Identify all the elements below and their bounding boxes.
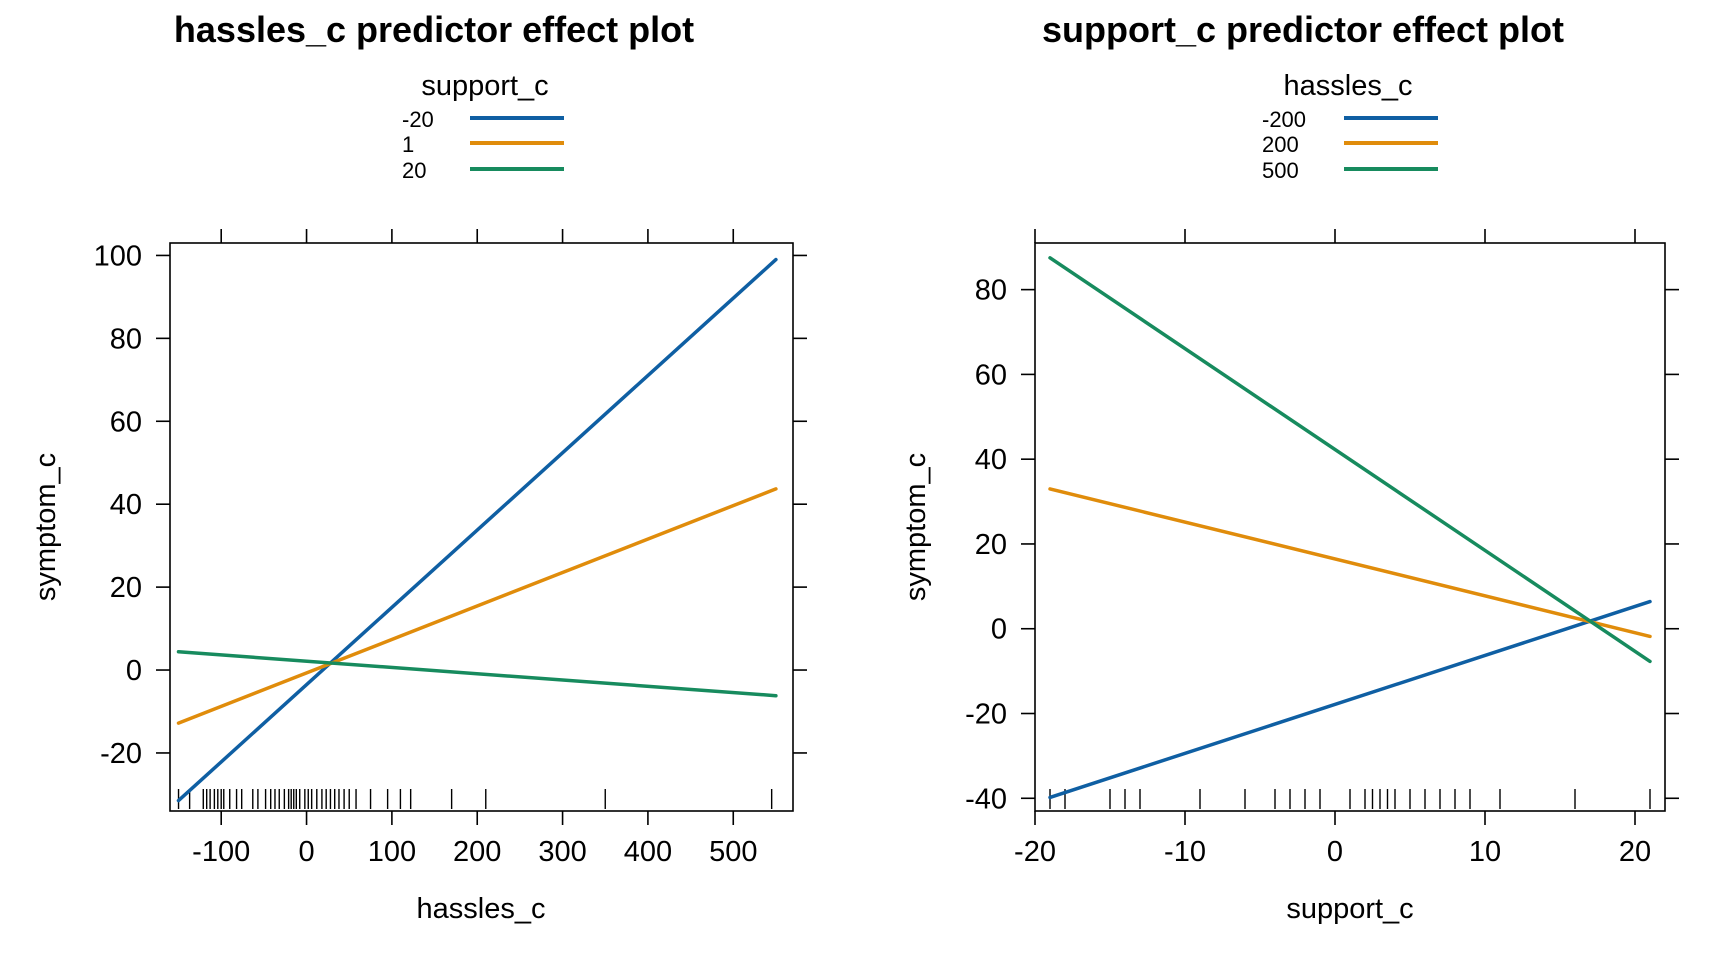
right-legend-label-2: 200	[1262, 132, 1299, 157]
left-x-axis: -100 0 100 200 300 400 500	[192, 229, 757, 868]
left-y-tick-label: 80	[110, 323, 142, 355]
right-series-line--200	[1048, 599, 1652, 800]
left-x-axis-label: hassles_c	[417, 893, 546, 925]
left-y-axis: -20 0 20 40 60 80 100	[94, 240, 807, 770]
left-y-tick-label: 40	[110, 489, 142, 521]
left-series	[176, 257, 778, 803]
right-series-line-500	[1048, 256, 1652, 664]
left-x-tick-label: 300	[538, 836, 586, 868]
left-series-line-1	[176, 487, 778, 725]
left-y-axis-label: symptom_c	[30, 453, 62, 601]
right-plot-frame	[1034, 242, 1666, 812]
right-y-tick-label: 80	[975, 275, 1007, 307]
right-legend-label-1: -200	[1262, 107, 1306, 132]
left-y-tick-label: 20	[110, 572, 142, 604]
right-x-axis: -20 -10 0 10 20	[1014, 229, 1651, 868]
left-x-tick-label: 200	[453, 836, 501, 868]
right-y-tick-label: -40	[965, 783, 1007, 815]
right-legend-label-3: 500	[1262, 158, 1299, 183]
left-y-tick-label: 100	[94, 240, 142, 272]
right-x-tick-label: -20	[1014, 836, 1056, 868]
left-y-tick-label: 0	[126, 655, 142, 687]
left-plot-frame	[169, 242, 794, 812]
left-x-tick-label: -100	[192, 836, 250, 868]
left-rug	[177, 789, 773, 809]
right-series-line-200	[1048, 487, 1652, 639]
right-y-tick-label: 40	[975, 444, 1007, 476]
right-x-axis-label: support_c	[1286, 893, 1413, 925]
left-legend-label-2: 1	[402, 132, 414, 157]
right-legend-title: hassles_c	[1284, 70, 1413, 102]
left-x-tick-label: 0	[298, 836, 314, 868]
left-chart-title: hassles_c predictor effect plot	[174, 9, 694, 50]
right-rug	[1049, 789, 1651, 809]
left-series-line-20	[176, 650, 778, 698]
right-y-tick-label: -20	[965, 699, 1007, 731]
left-chart: hassles_c predictor effect plot support_…	[30, 9, 807, 925]
left-y-tick-label: 60	[110, 406, 142, 438]
right-chart-title: support_c predictor effect plot	[1042, 9, 1564, 50]
left-y-tick-label: -20	[100, 738, 142, 770]
right-x-tick-label: 20	[1619, 836, 1651, 868]
right-legend: -200 200 500	[1262, 107, 1438, 183]
right-y-axis: -40 -20 0 20 40 60 80	[965, 275, 1679, 815]
left-x-tick-label: 100	[368, 836, 416, 868]
right-series	[1048, 256, 1652, 800]
right-y-tick-label: 60	[975, 359, 1007, 391]
right-y-tick-label: 0	[991, 614, 1007, 646]
right-x-tick-label: 10	[1469, 836, 1501, 868]
left-x-tick-label: 500	[709, 836, 757, 868]
left-x-tick-label: 400	[624, 836, 672, 868]
right-y-axis-label: symptom_c	[900, 453, 932, 601]
left-legend-label-3: 20	[402, 158, 426, 183]
right-chart: support_c predictor effect plot hassles_…	[900, 9, 1679, 925]
right-x-tick-label: -10	[1164, 836, 1206, 868]
left-series-line--20	[176, 257, 778, 803]
left-legend-label-1: -20	[402, 107, 434, 132]
left-legend-title: support_c	[421, 70, 548, 102]
right-x-tick-label: 0	[1327, 836, 1343, 868]
left-legend: -20 1 20	[402, 107, 564, 183]
right-y-tick-label: 20	[975, 529, 1007, 561]
